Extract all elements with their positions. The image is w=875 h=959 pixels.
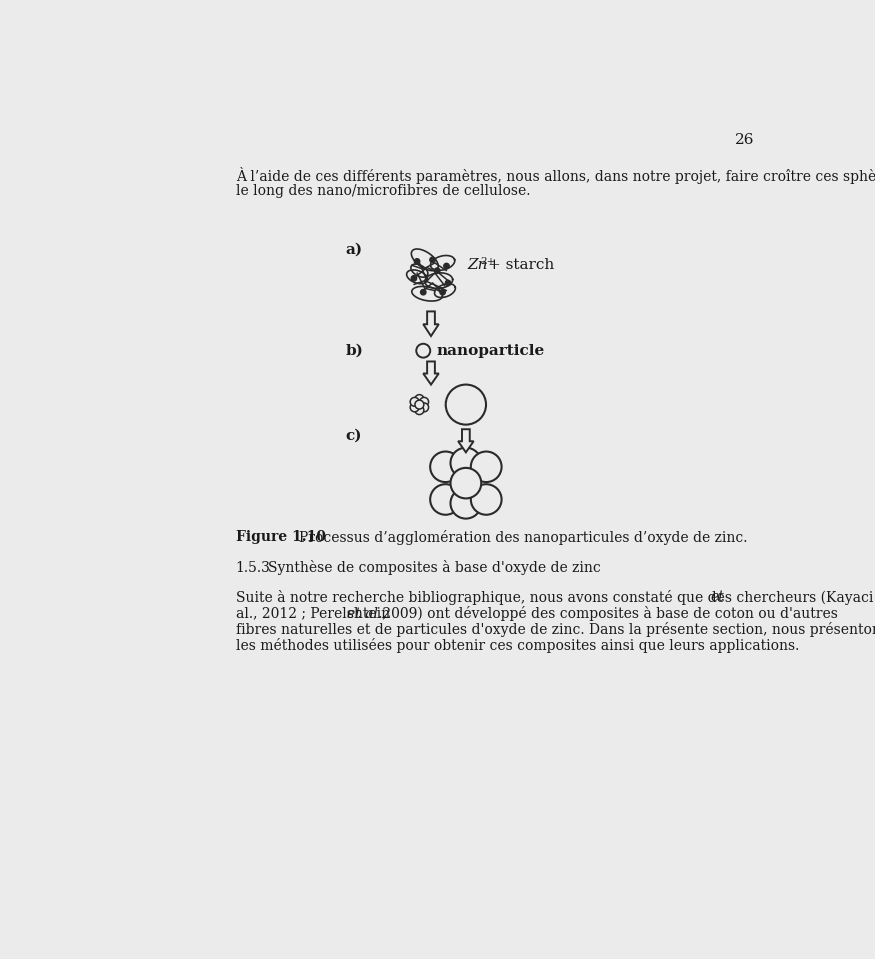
- Circle shape: [420, 397, 429, 407]
- Circle shape: [451, 468, 481, 499]
- Text: =: =: [442, 396, 457, 413]
- Text: Synthèse de composites à base d'oxyde de zinc: Synthèse de composites à base d'oxyde de…: [269, 560, 601, 575]
- Circle shape: [410, 403, 419, 411]
- Text: c): c): [346, 429, 362, 442]
- Circle shape: [444, 264, 449, 269]
- Circle shape: [430, 452, 461, 482]
- Circle shape: [415, 406, 424, 414]
- Circle shape: [410, 397, 419, 407]
- Circle shape: [451, 448, 481, 479]
- Text: et: et: [710, 590, 724, 604]
- Circle shape: [435, 268, 440, 273]
- Text: + starch: + starch: [488, 258, 555, 272]
- Text: 1.5.3: 1.5.3: [235, 561, 270, 574]
- Text: et al.,: et al.,: [346, 606, 386, 620]
- Text: al., 2012 ; Perelshtein: al., 2012 ; Perelshtein: [235, 606, 395, 620]
- Text: 26: 26: [735, 132, 754, 147]
- Circle shape: [471, 484, 501, 515]
- Circle shape: [451, 488, 481, 519]
- Polygon shape: [458, 430, 473, 453]
- Text: a): a): [346, 243, 363, 257]
- Text: Processus d’agglomération des nanoparticules d’oxyde de zinc.: Processus d’agglomération des nanopartic…: [299, 529, 748, 545]
- Text: 2+: 2+: [480, 257, 496, 266]
- Text: b): b): [346, 343, 364, 358]
- Circle shape: [430, 484, 461, 515]
- Text: 2009) ont développé des composites à base de coton ou d'autres: 2009) ont développé des composites à bas…: [377, 606, 837, 620]
- Circle shape: [445, 385, 486, 425]
- Circle shape: [430, 257, 435, 263]
- Circle shape: [411, 275, 416, 281]
- Text: Figure 1.10: Figure 1.10: [235, 530, 326, 544]
- Circle shape: [416, 343, 430, 358]
- Text: nanoparticle: nanoparticle: [437, 343, 544, 358]
- Text: fibres naturelles et de particules d'oxyde de zinc. Dans la présente section, no: fibres naturelles et de particules d'oxy…: [235, 622, 875, 637]
- Circle shape: [415, 259, 420, 264]
- Circle shape: [445, 280, 451, 286]
- Polygon shape: [424, 362, 438, 385]
- Text: À l’aide de ces différents paramètres, nous allons, dans notre projet, faire cro: À l’aide de ces différents paramètres, n…: [235, 167, 875, 183]
- Text: Suite à notre recherche bibliographique, nous avons constaté que des chercheurs : Suite à notre recherche bibliographique,…: [235, 590, 875, 604]
- Circle shape: [471, 452, 501, 482]
- Text: les méthodes utilisées pour obtenir ces composites ainsi que leurs applications.: les méthodes utilisées pour obtenir ces …: [235, 638, 799, 653]
- Polygon shape: [424, 312, 438, 336]
- Circle shape: [421, 290, 426, 294]
- Circle shape: [420, 403, 429, 411]
- Circle shape: [415, 394, 424, 404]
- Text: Zn: Zn: [467, 258, 488, 272]
- Circle shape: [440, 290, 445, 294]
- Circle shape: [415, 400, 424, 409]
- Text: le long des nano/microfibres de cellulose.: le long des nano/microfibres de cellulos…: [235, 183, 530, 198]
